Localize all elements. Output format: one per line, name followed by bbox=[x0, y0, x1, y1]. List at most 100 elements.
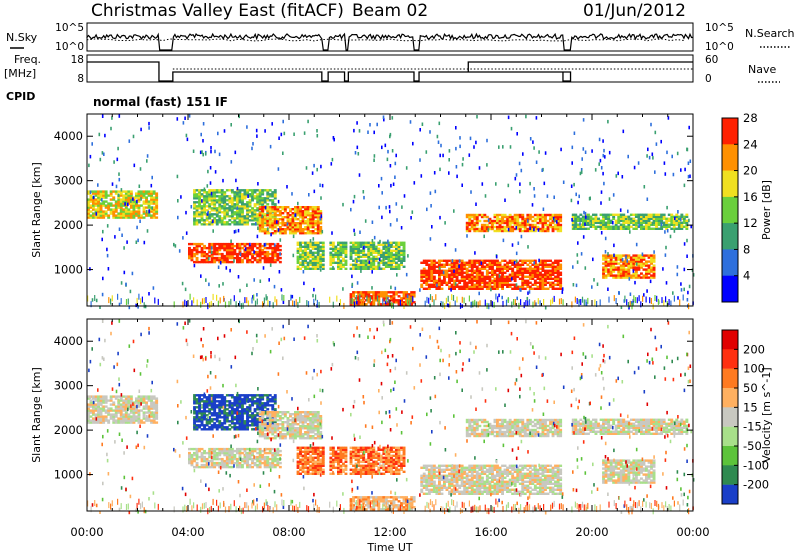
nsky-strip: N.Sky 10^5 10^0 10^5 10^0 N.Search bbox=[6, 22, 795, 53]
power-cell bbox=[458, 271, 462, 274]
power-cell bbox=[246, 217, 249, 220]
power-cell bbox=[271, 228, 275, 231]
power-cell bbox=[296, 222, 300, 225]
power-cell bbox=[626, 299, 628, 306]
velocity-cell bbox=[114, 409, 118, 412]
power-cell bbox=[475, 219, 479, 223]
power-cell bbox=[258, 252, 262, 256]
power-cell bbox=[313, 298, 315, 305]
power-cell bbox=[306, 230, 310, 233]
power-cell bbox=[627, 262, 631, 265]
power-cell bbox=[132, 200, 136, 203]
power-cell bbox=[233, 197, 237, 200]
power-cell bbox=[387, 303, 391, 306]
power-cell bbox=[278, 260, 282, 264]
power-cell bbox=[263, 243, 266, 247]
power-cell bbox=[533, 263, 537, 266]
power-cell bbox=[387, 263, 391, 266]
power-cell bbox=[146, 154, 149, 158]
power-cell bbox=[215, 252, 219, 256]
power-cell bbox=[223, 193, 227, 196]
power-cell bbox=[431, 296, 433, 303]
power-cell bbox=[311, 171, 314, 175]
power-cell bbox=[444, 221, 446, 225]
power-cell bbox=[256, 199, 260, 202]
power-cell bbox=[488, 277, 492, 280]
power-cell bbox=[213, 252, 217, 256]
power-cell bbox=[367, 265, 371, 268]
power-cell bbox=[554, 213, 557, 217]
power-cell bbox=[442, 153, 444, 158]
power-cell bbox=[513, 219, 517, 223]
power-cell bbox=[392, 301, 396, 304]
power-cell bbox=[87, 202, 90, 205]
power-cell bbox=[468, 265, 472, 268]
velocity-cell bbox=[132, 411, 136, 414]
power-cell bbox=[200, 193, 204, 196]
power-cell bbox=[382, 255, 386, 258]
power-cell bbox=[236, 209, 239, 212]
power-cell bbox=[491, 301, 493, 308]
power-cell bbox=[596, 282, 599, 286]
power-cell bbox=[592, 219, 595, 222]
velocity-cell bbox=[145, 417, 148, 420]
power-cell bbox=[637, 268, 641, 271]
power-cell bbox=[177, 199, 179, 203]
power-cell bbox=[634, 297, 637, 303]
power-cell bbox=[574, 223, 578, 226]
power-cell bbox=[235, 229, 237, 234]
power-cell bbox=[660, 217, 664, 220]
power-cell bbox=[619, 258, 623, 261]
power-cell bbox=[478, 259, 482, 262]
power-cell bbox=[309, 253, 313, 256]
power-cell bbox=[460, 263, 464, 266]
power-cell bbox=[230, 197, 234, 200]
power-cell bbox=[392, 265, 396, 268]
power-cell bbox=[342, 263, 345, 266]
power-cell bbox=[532, 301, 534, 308]
velocity-cell bbox=[236, 451, 239, 455]
power-cell bbox=[660, 222, 663, 226]
power-cell bbox=[118, 227, 121, 231]
power-cell bbox=[119, 194, 123, 197]
power-cell bbox=[597, 225, 600, 228]
power-cell bbox=[626, 259, 628, 263]
power-cell bbox=[369, 295, 373, 298]
power-cell bbox=[420, 273, 424, 276]
power-cell bbox=[458, 269, 462, 272]
power-cell bbox=[635, 262, 638, 266]
power-cell bbox=[233, 259, 235, 263]
power-cell bbox=[665, 223, 669, 226]
power-cell bbox=[92, 212, 95, 215]
power-cell bbox=[97, 190, 100, 193]
power-cell bbox=[387, 261, 391, 264]
power-cell bbox=[147, 206, 151, 209]
power-cell bbox=[647, 219, 651, 222]
power-cell bbox=[98, 132, 101, 137]
power-cell bbox=[485, 287, 489, 290]
power-cell bbox=[238, 205, 242, 208]
power-cell bbox=[592, 221, 595, 224]
power-cell bbox=[278, 218, 282, 221]
power-cell bbox=[356, 121, 358, 125]
velocity-cell bbox=[107, 411, 111, 414]
power-cell bbox=[665, 219, 669, 222]
power-cell bbox=[541, 265, 545, 268]
power-cell bbox=[546, 219, 550, 223]
velocity-cell bbox=[253, 455, 257, 459]
power-cell bbox=[546, 287, 550, 290]
power-cell bbox=[353, 194, 356, 199]
power-cell bbox=[645, 272, 648, 275]
power-cell bbox=[381, 191, 383, 195]
velocity-cell bbox=[193, 396, 196, 399]
power-cell bbox=[455, 271, 459, 274]
power-cell bbox=[473, 225, 477, 229]
power-cell bbox=[646, 289, 648, 293]
power-cell bbox=[685, 227, 689, 230]
power-cell bbox=[246, 125, 248, 129]
power-cell bbox=[582, 235, 585, 239]
power-cell bbox=[533, 261, 535, 265]
power-cell bbox=[133, 163, 136, 168]
power-cell bbox=[516, 223, 520, 227]
freq-label: Freq. bbox=[14, 53, 41, 66]
